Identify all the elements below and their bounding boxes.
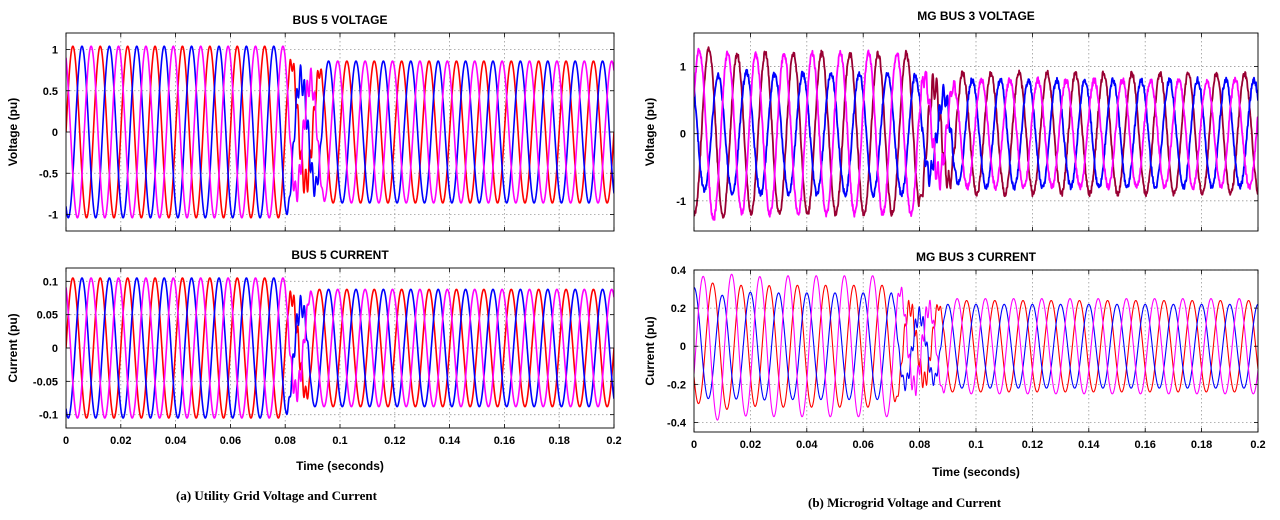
series-group — [694, 273, 1258, 421]
bus5-voltage-chart: -1 -0.5 0 0.5 1 BUS 5 VOLTAGE Voltage (pu) — [6, 13, 615, 232]
x-tick-label: 0.18 — [1191, 439, 1212, 451]
series-line-2 — [66, 277, 614, 419]
x-tick-label: 0.14 — [1078, 439, 1100, 451]
y-tick-label: 0 — [680, 341, 686, 353]
mg-bus3-current-chart: -0.4 -0.2 0 0.2 0.4 0 0.02 0.04 0.06 0.08 0.1 0.12 0… — [643, 250, 1266, 479]
chart-title: BUS 5 CURRENT — [291, 248, 389, 262]
x-tick-label: 0 — [63, 435, 69, 447]
series-line-2 — [66, 45, 614, 219]
y-tick-label: 0 — [52, 343, 58, 355]
mg-bus3-voltage-chart: -1 0 1 MG BUS 3 VOLTAGE Voltage (pu) — [643, 9, 1259, 232]
y-tick-label: 0 — [680, 129, 686, 141]
x-tick-label: 0 — [691, 439, 697, 451]
chart-title: BUS 5 VOLTAGE — [293, 13, 388, 27]
series-line-1 — [694, 46, 1258, 219]
y-tick-label: -1 — [676, 196, 686, 208]
x-tick-label: 0.02 — [110, 435, 131, 447]
bus5-current-chart: -0.1 -0.05 0 0.05 0.1 0 0.02 0.04 0.06 0.08 0.1 0.1… — [6, 248, 622, 473]
x-axis-label: Time (seconds) — [932, 465, 1020, 479]
y-axis-label: Voltage (pu) — [6, 98, 20, 166]
x-tick-label: 0.2 — [606, 435, 621, 447]
series-line-2 — [694, 68, 1258, 198]
series-group — [66, 45, 614, 219]
series-line-1 — [66, 277, 614, 419]
x-tick-label: 0.02 — [740, 439, 761, 451]
y-tick-label: -0.5 — [39, 168, 58, 180]
x-tick-label: 0.2 — [1250, 439, 1265, 451]
series-line-3 — [66, 277, 614, 419]
x-tick-label: 0.14 — [439, 435, 461, 447]
y-axis-label: Current (pu) — [643, 316, 657, 385]
y-tick-label: 0.4 — [671, 265, 687, 277]
y-tick-label: 1 — [52, 45, 58, 57]
x-tick-label: 0.16 — [494, 435, 515, 447]
y-tick-label: 0.5 — [43, 86, 58, 98]
x-tick-label: 0.06 — [852, 439, 873, 451]
y-tick-label: -0.1 — [39, 410, 58, 422]
x-tick-label: 0.12 — [1022, 439, 1043, 451]
y-tick-label: 1 — [680, 62, 686, 74]
x-tick-label: 0.04 — [796, 439, 818, 451]
x-tick-label: 0.06 — [220, 435, 241, 447]
x-tick-label: 0.16 — [1134, 439, 1155, 451]
x-tick-label: 0.18 — [548, 435, 569, 447]
y-tick-label: 0 — [52, 127, 58, 139]
series-line-3 — [66, 45, 614, 219]
y-axis-label: Voltage (pu) — [643, 98, 657, 166]
y-axis-label: Current (pu) — [6, 313, 20, 382]
chart-title: MG BUS 3 CURRENT — [916, 250, 1037, 264]
series-line-1 — [66, 45, 614, 219]
series-line-3 — [694, 47, 1258, 221]
y-tick-label: -0.05 — [33, 376, 58, 388]
x-axis-label: Time (seconds) — [296, 459, 384, 473]
x-tick-label: 0.04 — [165, 435, 187, 447]
x-tick-label: 0.12 — [384, 435, 405, 447]
x-tick-label: 0.08 — [909, 439, 930, 451]
y-tick-label: -0.2 — [667, 379, 686, 391]
chart-title: MG BUS 3 VOLTAGE — [917, 9, 1035, 23]
y-tick-label: -1 — [48, 210, 58, 222]
x-tick-label: 0.08 — [274, 435, 295, 447]
caption-microgrid: (b) Microgrid Voltage and Current — [808, 495, 1002, 510]
x-tick-label: 0.1 — [332, 435, 347, 447]
y-tick-label: -0.4 — [667, 417, 687, 429]
caption-utility-grid: (a) Utility Grid Voltage and Current — [176, 488, 377, 503]
y-tick-label: 0.2 — [671, 303, 686, 315]
x-tick-label: 0.1 — [968, 439, 983, 451]
series-group — [694, 46, 1258, 221]
y-tick-label: 0.1 — [43, 276, 58, 288]
series-line-3 — [694, 273, 1258, 421]
series-group — [66, 277, 614, 419]
y-tick-label: 0.05 — [37, 310, 58, 322]
